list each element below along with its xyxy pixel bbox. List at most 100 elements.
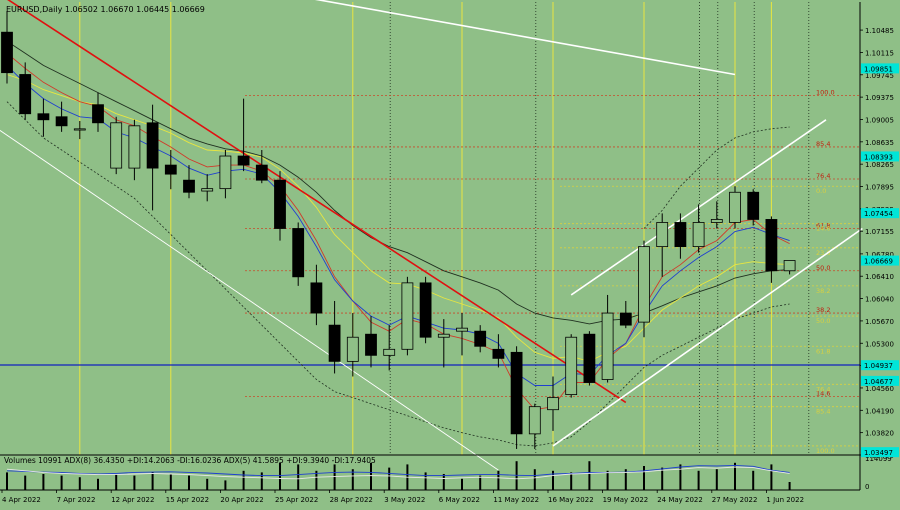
candle-body bbox=[37, 113, 50, 121]
date-tick-label: 3 May 2022 bbox=[384, 496, 425, 504]
price-tick-label: 1.09375 bbox=[865, 94, 894, 102]
price-tag: 1.06669 bbox=[861, 255, 899, 266]
fib-label-red: 76.4 bbox=[816, 172, 830, 180]
fib-label-red: 14.6 bbox=[816, 389, 830, 397]
price-tag-bg bbox=[861, 360, 899, 371]
price-tick-label: 1.06410 bbox=[865, 273, 894, 281]
candle bbox=[456, 313, 468, 356]
price-tag-label: 1.03497 bbox=[864, 449, 893, 457]
candle bbox=[255, 149, 268, 184]
candle-body bbox=[401, 282, 414, 350]
price-tick-label: 1.08265 bbox=[865, 161, 894, 169]
candle-body bbox=[201, 188, 214, 192]
candle bbox=[437, 319, 450, 368]
candle bbox=[729, 186, 741, 229]
volume-max-label: 114099 bbox=[865, 455, 892, 463]
price-tick-label: 1.07155 bbox=[865, 228, 894, 236]
fib-label-yellow: 76.4 bbox=[816, 385, 830, 393]
sma-long-line bbox=[6, 40, 790, 325]
candle bbox=[510, 346, 523, 449]
fib-label-red: 100.0 bbox=[816, 89, 835, 97]
price-tag-bg bbox=[861, 151, 899, 162]
candle-body bbox=[583, 333, 596, 383]
candle bbox=[765, 216, 778, 283]
candle bbox=[310, 264, 323, 326]
candle bbox=[201, 174, 214, 202]
candle-body bbox=[110, 122, 123, 169]
price-tag-bg bbox=[861, 208, 899, 219]
date-tick-label: 28 Apr 2022 bbox=[330, 496, 373, 504]
candle-body bbox=[274, 179, 286, 229]
candle bbox=[365, 316, 377, 368]
date-tick-label: 19 May 2022 bbox=[603, 496, 649, 504]
candle-body bbox=[638, 246, 650, 323]
price-tag-bg bbox=[861, 447, 899, 458]
trendline-white-upper bbox=[314, 0, 736, 76]
date-tick-label: 15 Apr 2022 bbox=[166, 496, 209, 504]
candle-body bbox=[565, 336, 578, 396]
price-tag: 1.09851 bbox=[861, 63, 899, 74]
candle-body bbox=[19, 74, 32, 115]
indicator-info: Volumes 10991 ADX(8) 36.4350 +DI:14.2063… bbox=[4, 456, 376, 465]
volume-zero-label: 0 bbox=[865, 483, 869, 491]
candle bbox=[783, 260, 796, 275]
candle bbox=[92, 92, 104, 132]
fib-label-red: 38.2 bbox=[816, 306, 830, 314]
candle-body bbox=[692, 222, 705, 248]
price-tick-label: 1.05300 bbox=[865, 340, 894, 348]
candle-body bbox=[310, 282, 323, 314]
date-tick-label: 7 Apr 2022 bbox=[57, 496, 96, 504]
candle-body bbox=[656, 222, 669, 248]
candle bbox=[292, 222, 305, 286]
candle-body bbox=[510, 351, 523, 435]
candle-body bbox=[255, 164, 268, 181]
candle bbox=[346, 313, 359, 377]
candle bbox=[619, 300, 632, 329]
candle bbox=[474, 325, 487, 353]
candle-body bbox=[437, 333, 450, 338]
price-tick-label: 1.10485 bbox=[865, 27, 894, 35]
price-tag-label: 1.06669 bbox=[864, 258, 893, 266]
candle-body bbox=[146, 122, 159, 169]
candle-body bbox=[419, 282, 432, 338]
candle-body bbox=[328, 324, 341, 362]
bollinger-lower-line bbox=[6, 101, 790, 447]
candle bbox=[55, 101, 68, 132]
candle bbox=[601, 294, 614, 383]
candle-body bbox=[783, 260, 796, 272]
candle-body bbox=[128, 125, 141, 169]
candle-body bbox=[547, 397, 559, 411]
price-tag: 1.08393 bbox=[861, 151, 899, 162]
fib-label-yellow: 85.4 bbox=[816, 408, 830, 416]
date-tick-label: 12 Apr 2022 bbox=[111, 496, 154, 504]
date-tick-label: 16 May 2022 bbox=[548, 496, 594, 504]
date-tick-label: 11 May 2022 bbox=[493, 496, 539, 504]
candle bbox=[237, 98, 250, 172]
candle-body bbox=[1, 31, 13, 74]
candle bbox=[128, 119, 141, 181]
fib-label-yellow: 100.0 bbox=[816, 447, 835, 455]
price-tag: 1.04937 bbox=[861, 360, 899, 371]
candle bbox=[401, 276, 414, 356]
price-tick-label: 1.09005 bbox=[865, 116, 894, 124]
di-line bbox=[6, 466, 790, 480]
fib-label-yellow: 50.0 bbox=[816, 317, 830, 325]
candle-body bbox=[674, 222, 687, 248]
price-tick-label: 1.04560 bbox=[865, 385, 894, 393]
candle bbox=[1, 11, 13, 84]
candle-body bbox=[365, 333, 377, 356]
candle bbox=[110, 116, 123, 175]
symbol-info: EURUSD,Daily 1.06502 1.06670 1.06445 1.0… bbox=[6, 5, 205, 14]
price-tag-label: 1.09851 bbox=[864, 65, 893, 73]
price-tag-bg bbox=[861, 255, 899, 266]
candle-body bbox=[346, 336, 359, 362]
candle-body bbox=[292, 228, 305, 278]
price-tag: 1.04677 bbox=[861, 375, 899, 386]
price-tag-label: 1.04677 bbox=[864, 378, 893, 386]
candle-body bbox=[183, 179, 195, 193]
candle-body bbox=[765, 219, 778, 272]
date-tick-label: 20 Apr 2022 bbox=[220, 496, 263, 504]
candle bbox=[492, 334, 505, 368]
